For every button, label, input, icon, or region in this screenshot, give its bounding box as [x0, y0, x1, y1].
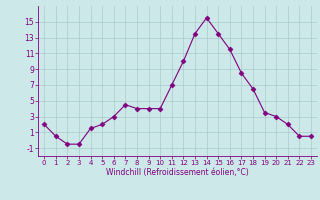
X-axis label: Windchill (Refroidissement éolien,°C): Windchill (Refroidissement éolien,°C)	[106, 168, 249, 177]
